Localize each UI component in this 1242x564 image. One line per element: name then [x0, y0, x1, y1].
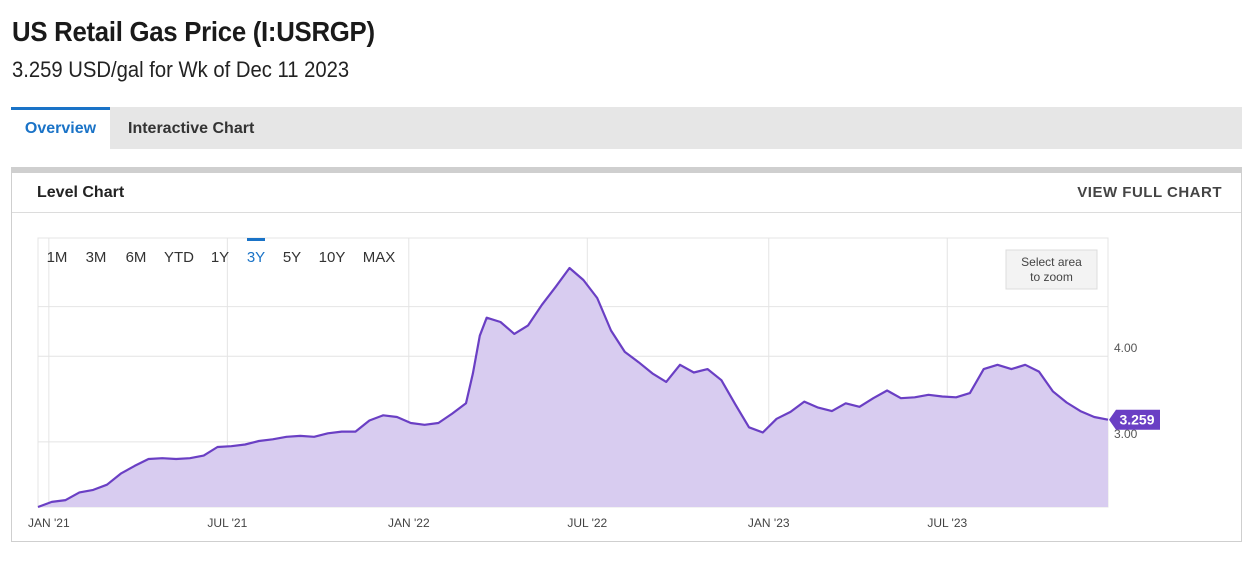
range-button-max[interactable]: MAX: [363, 249, 396, 266]
tab-interactive-chart[interactable]: Interactive Chart: [128, 120, 255, 137]
zoom-hint-line2: to zoom: [1030, 270, 1073, 284]
zoom-hint: Select area to zoom: [1005, 249, 1098, 290]
range-button-10y[interactable]: 10Y: [319, 249, 346, 266]
active-range-indicator: [247, 238, 265, 241]
tab-overview[interactable]: Overview: [11, 107, 110, 149]
x-tick-label: JAN '22: [388, 516, 430, 530]
range-button-1y[interactable]: 1Y: [211, 249, 229, 266]
range-button-1m[interactable]: 1M: [47, 249, 68, 266]
last-value-badge: 3.259: [1109, 409, 1160, 430]
price-area-fill: [38, 268, 1108, 507]
y-tick-label: 3.00: [1114, 427, 1138, 441]
range-button-6m[interactable]: 6M: [126, 249, 147, 266]
price-line: [37, 266, 1109, 509]
range-selector: 1M 3M 6M YTD 1Y 3Y 5Y 10Y MAX: [47, 238, 396, 266]
range-button-3m[interactable]: 3M: [86, 249, 107, 266]
card-header: Level Chart VIEW FULL CHART: [12, 173, 1241, 213]
x-tick-label: JAN '23: [748, 516, 790, 530]
last-value-badge-shape: [1109, 409, 1160, 430]
view-full-chart-link[interactable]: VIEW FULL CHART: [1077, 184, 1222, 201]
y-tick-label: 4.00: [1114, 341, 1138, 355]
x-tick-label: JUL '21: [207, 516, 247, 530]
page-title: US Retail Gas Price (I:USRGP): [12, 16, 375, 47]
y-axis: 3.00 4.00: [1114, 341, 1138, 441]
tab-bar: Overview Interactive Chart: [11, 107, 1242, 149]
zoom-hint-line1: Select area: [1021, 255, 1082, 269]
range-button-3y[interactable]: 3Y: [247, 249, 265, 266]
range-button-ytd[interactable]: YTD: [164, 249, 194, 266]
x-tick-label: JUL '23: [927, 516, 967, 530]
x-tick-label: JUL '22: [567, 516, 607, 530]
last-value-label: 3.259: [1119, 412, 1154, 428]
page-subtitle: 3.259 USD/gal for Wk of Dec 11 2023: [12, 57, 350, 82]
x-tick-label: JAN '21: [28, 516, 70, 530]
card-title: Level Chart: [37, 184, 125, 201]
range-button-5y[interactable]: 5Y: [283, 249, 301, 266]
x-axis: JAN '21 JUL '21 JAN '22 JUL '22 JAN '23 JUL '…: [28, 516, 967, 530]
